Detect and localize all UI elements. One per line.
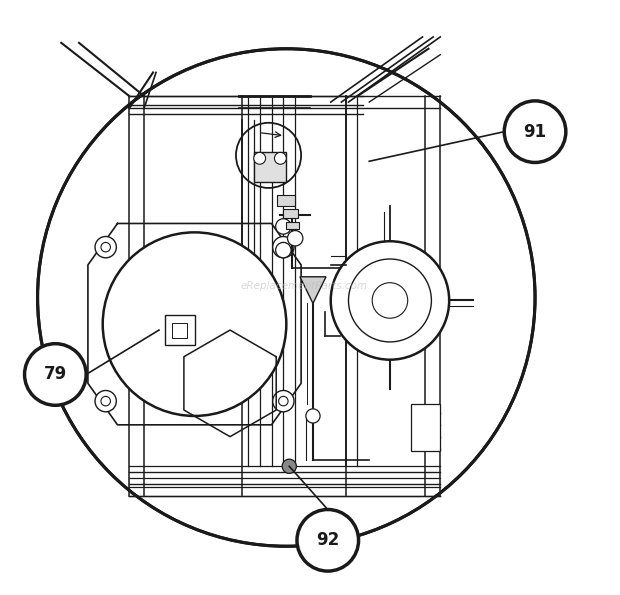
Bar (172, 323, 187, 338)
Circle shape (95, 236, 117, 258)
Circle shape (273, 236, 294, 258)
Bar (165, 315, 195, 345)
Circle shape (330, 241, 449, 360)
Circle shape (103, 233, 286, 416)
Polygon shape (300, 277, 326, 303)
Circle shape (282, 459, 296, 474)
Circle shape (273, 390, 294, 412)
Circle shape (288, 231, 303, 246)
Bar (286, 222, 299, 230)
Text: 91: 91 (523, 123, 547, 140)
Bar (410, 404, 440, 452)
Circle shape (504, 101, 566, 162)
Bar (254, 152, 286, 182)
Bar (283, 209, 298, 218)
Circle shape (95, 390, 117, 412)
Circle shape (275, 152, 286, 164)
Circle shape (25, 344, 86, 405)
Circle shape (297, 509, 358, 571)
Circle shape (276, 242, 291, 258)
Text: eReplacementParts.com: eReplacementParts.com (241, 281, 368, 290)
Text: 92: 92 (316, 531, 339, 549)
Circle shape (276, 219, 291, 234)
Circle shape (306, 409, 320, 423)
Bar (277, 195, 295, 206)
Circle shape (254, 152, 265, 164)
Circle shape (38, 49, 535, 546)
Text: 79: 79 (44, 365, 67, 384)
